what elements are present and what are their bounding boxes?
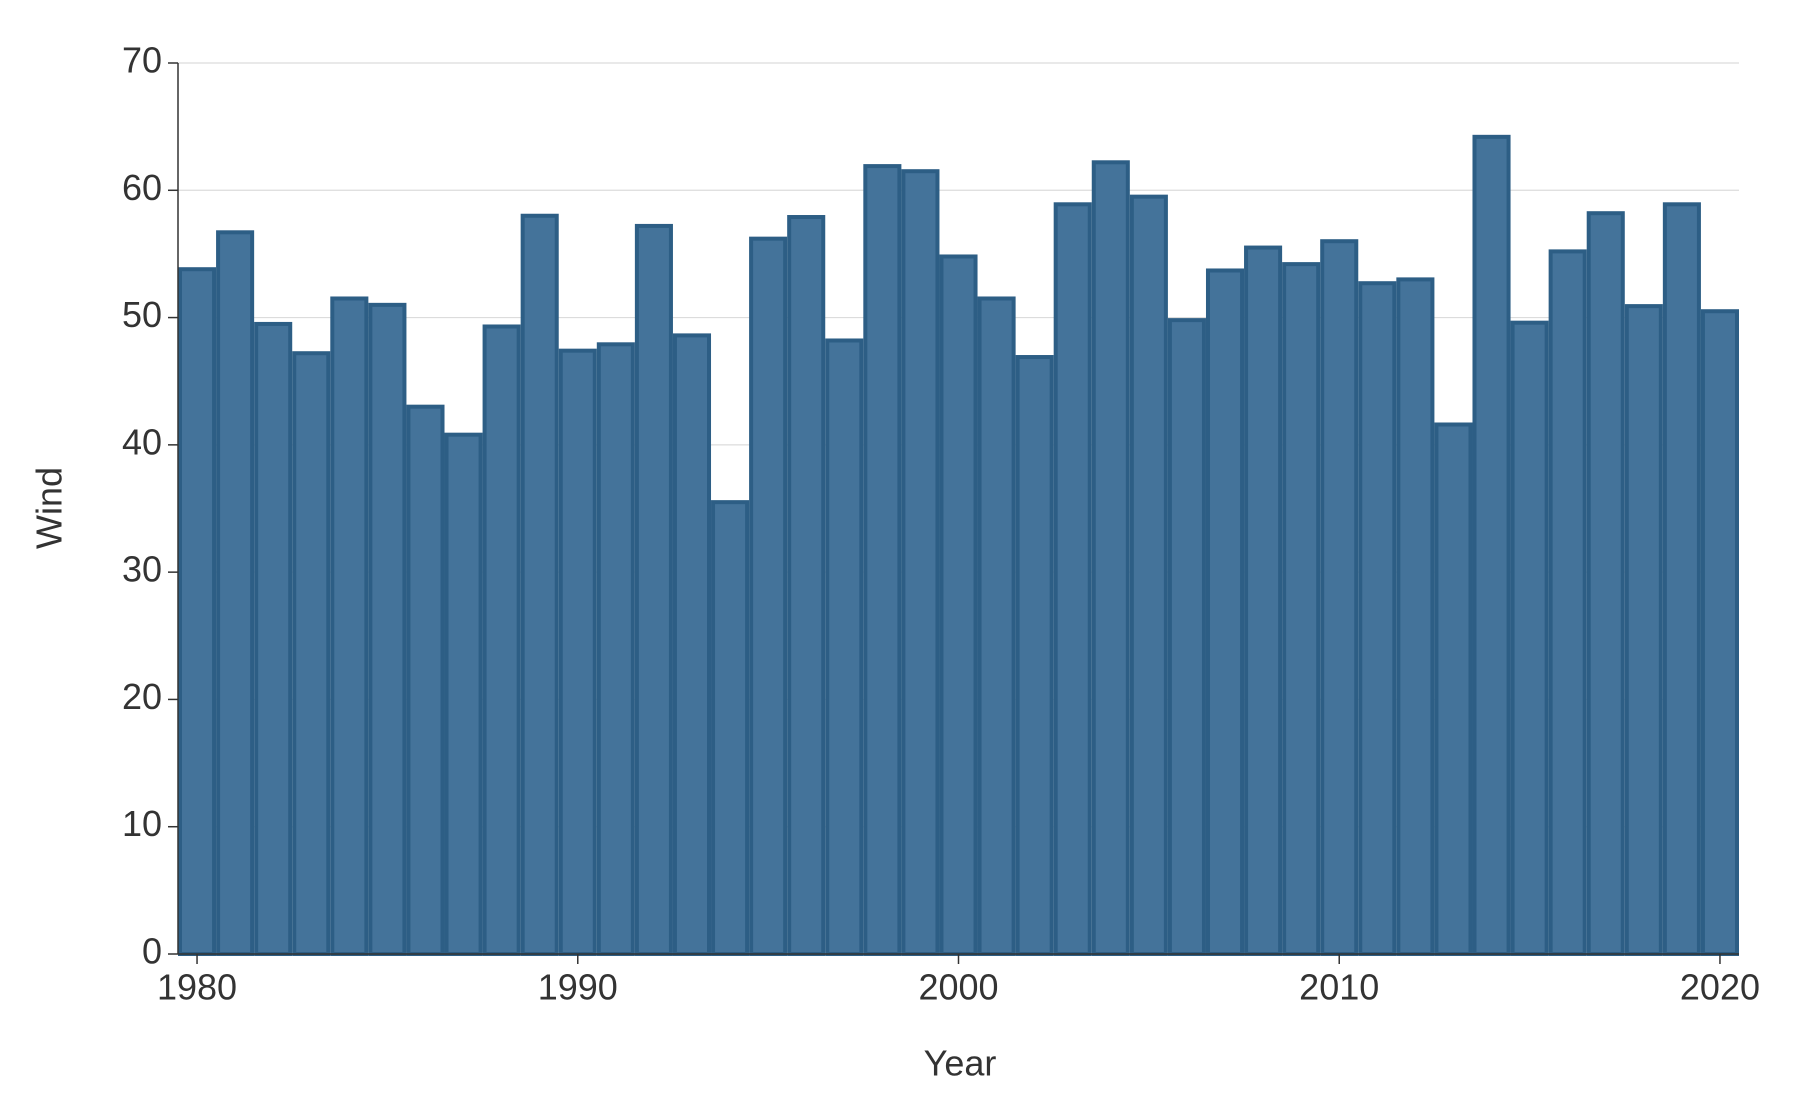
bar — [1700, 309, 1740, 956]
bar — [1129, 194, 1168, 956]
y-tick-label: 30 — [122, 549, 162, 590]
bar — [1015, 355, 1054, 956]
bar — [1624, 304, 1663, 956]
bar — [711, 500, 750, 956]
y-tick-label: 50 — [122, 294, 162, 335]
bar — [1662, 202, 1701, 956]
bar — [672, 333, 712, 956]
bar — [1320, 239, 1359, 956]
bar — [558, 348, 597, 956]
y-tick-label: 60 — [122, 167, 162, 208]
x-tick-label: 2020 — [1680, 967, 1760, 1008]
x-tick-label: 2010 — [1299, 967, 1379, 1008]
x-tick-label: 1980 — [157, 967, 237, 1008]
bar — [292, 351, 331, 956]
bar — [406, 404, 445, 956]
bar — [977, 296, 1016, 956]
bar — [1434, 422, 1473, 956]
y-tick-label: 40 — [122, 421, 162, 462]
x-tick-label: 2000 — [918, 967, 998, 1008]
bar — [254, 321, 293, 956]
bar — [1510, 320, 1549, 957]
bar — [749, 236, 788, 956]
bar — [1167, 318, 1206, 957]
y-tick-label: 70 — [122, 40, 162, 81]
bar — [1205, 268, 1245, 956]
bar — [520, 213, 559, 956]
bar — [216, 230, 255, 957]
bar — [444, 432, 483, 957]
bar — [368, 302, 407, 957]
y-tick-label: 0 — [142, 931, 162, 972]
bar — [634, 223, 673, 956]
bar — [1282, 262, 1321, 956]
y-axis-label: Wind — [29, 467, 70, 549]
bar — [178, 267, 217, 956]
bar — [901, 169, 940, 956]
bar — [1472, 134, 1511, 956]
bar — [1091, 160, 1130, 957]
bar — [863, 164, 902, 956]
bar — [825, 338, 864, 956]
bar — [787, 215, 826, 957]
x-tick-label: 1990 — [538, 967, 618, 1008]
bar — [330, 296, 369, 956]
x-axis-label: Year — [924, 1043, 997, 1084]
bar — [1358, 281, 1397, 956]
y-tick-label: 10 — [122, 803, 162, 844]
bar — [596, 342, 635, 956]
bar — [1586, 211, 1625, 956]
bar — [1053, 202, 1092, 956]
bar — [1244, 245, 1283, 957]
bar — [482, 324, 521, 956]
y-tick-label: 20 — [122, 676, 162, 717]
bar — [939, 254, 978, 956]
bar — [1548, 249, 1587, 956]
bar — [1396, 277, 1435, 956]
